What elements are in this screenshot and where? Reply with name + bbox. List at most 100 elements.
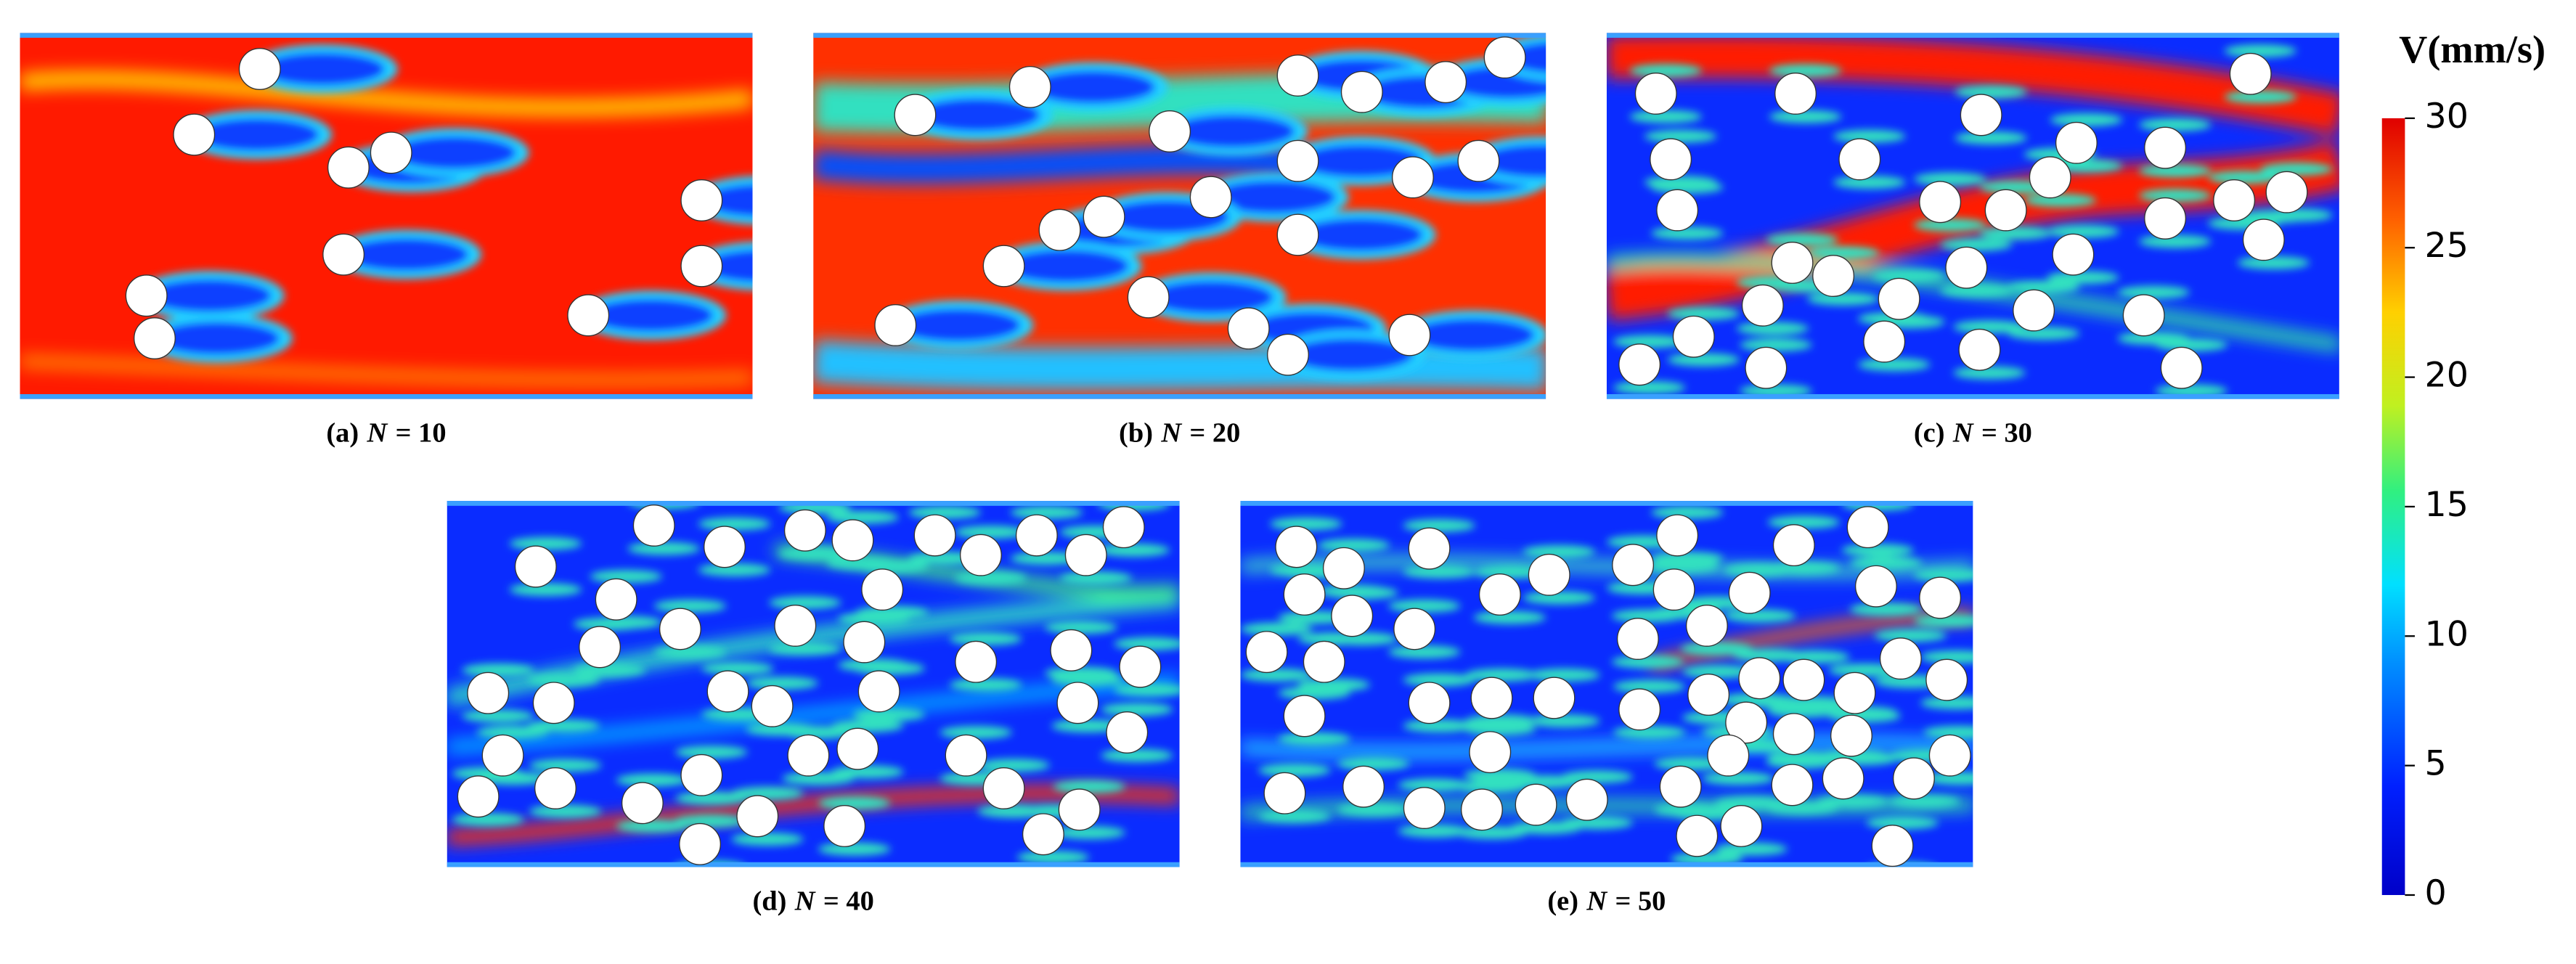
- wake-edge: [1388, 599, 1461, 613]
- obstacle: [1774, 72, 1817, 115]
- wake-edge: [1523, 591, 1596, 605]
- wake-edge: [746, 677, 818, 690]
- flow-panel: [447, 501, 1180, 867]
- obstacle: [514, 545, 557, 588]
- wake-edge: [2237, 256, 2310, 270]
- streak: [813, 144, 1308, 184]
- wake-edge: [2260, 162, 2333, 176]
- flow-panel: [1240, 501, 1973, 867]
- obstacle: [532, 682, 575, 724]
- obstacle: [1854, 565, 1897, 608]
- wake-edge: [1858, 358, 1931, 372]
- obstacle: [1618, 688, 1661, 731]
- wake-edge: [2237, 210, 2310, 224]
- wake-edge: [1016, 850, 1090, 864]
- wake-edge: [1680, 642, 1753, 655]
- obstacle: [1322, 547, 1365, 589]
- wake-edge: [1114, 637, 1180, 650]
- streaks: [20, 71, 753, 387]
- obstacle: [1612, 544, 1655, 587]
- obstacle: [1460, 788, 1503, 831]
- wake-edge: [1010, 505, 1083, 519]
- wake-edge: [1723, 563, 1796, 577]
- wake-edge: [1979, 226, 2052, 240]
- wake-edge: [954, 571, 1027, 585]
- wake-edge: [778, 547, 852, 560]
- caption-symbol: N: [794, 886, 816, 916]
- wake: [1288, 338, 1413, 372]
- obstacle: [1707, 734, 1750, 777]
- wake-edge: [1629, 64, 1703, 78]
- obstacle: [1119, 645, 1162, 688]
- caption-equals: = 50: [1615, 886, 1666, 916]
- wake-edge: [1337, 803, 1410, 817]
- wake-edge: [1913, 218, 1986, 232]
- obstacle: [1812, 255, 1855, 298]
- wake-edge: [698, 563, 771, 577]
- wake-edge: [731, 786, 804, 800]
- obstacle: [1879, 637, 1922, 680]
- caption-label: (d): [753, 886, 787, 916]
- caption-equals: = 30: [1981, 418, 2032, 449]
- obstacle: [1533, 677, 1576, 719]
- panel-caption: (b) N = 20: [1119, 418, 1240, 449]
- wake-edge: [1611, 609, 1684, 623]
- obstacle: [1672, 315, 1715, 358]
- obstacle: [2013, 289, 2055, 332]
- obstacle: [173, 113, 216, 156]
- wake-edge: [1767, 704, 1841, 718]
- wake-edge: [2007, 280, 2080, 294]
- wall: [813, 33, 1546, 38]
- obstacle: [736, 795, 779, 838]
- wake-edge: [1528, 668, 1600, 682]
- obstacle: [1676, 814, 1719, 857]
- wake-edge: [856, 560, 929, 573]
- wake-edge: [1629, 110, 1703, 123]
- obstacle: [751, 685, 794, 727]
- wake-edge: [1644, 129, 1717, 143]
- caption-equals: = 20: [1189, 418, 1240, 449]
- wake-edge: [831, 719, 904, 733]
- wake-edge: [1923, 725, 1973, 740]
- wake-edge: [954, 525, 1027, 539]
- obstacle: [621, 782, 664, 825]
- obstacle: [1470, 677, 1513, 719]
- obstacle: [1919, 576, 1962, 619]
- wake-edge: [1766, 233, 1838, 247]
- wake-edge: [1473, 610, 1546, 624]
- wake-edge: [527, 673, 600, 687]
- wake-edge: [949, 678, 1022, 692]
- wake-edge: [1398, 824, 1471, 838]
- wake-edge: [1455, 825, 1528, 840]
- obstacle: [1469, 731, 1512, 774]
- wake-edge: [452, 812, 525, 826]
- wake-edge: [1923, 772, 1973, 785]
- wake-edge: [1101, 703, 1173, 716]
- wakes: [133, 44, 753, 363]
- wake-edge: [1270, 517, 1342, 531]
- obstacle: [1958, 328, 2001, 371]
- caption-symbol: N: [1952, 418, 1974, 449]
- obstacle: [1782, 658, 1825, 701]
- wake-edge: [2138, 118, 2212, 131]
- colorbar-tick-label: 30: [2425, 97, 2469, 136]
- streak: [447, 591, 1180, 706]
- obstacle: [1008, 65, 1051, 108]
- wake-edge: [1955, 85, 2028, 99]
- obstacle: [1863, 320, 1906, 363]
- wake-edge: [949, 632, 1022, 646]
- wake: [259, 52, 385, 86]
- obstacle: [1728, 571, 1771, 614]
- wake-edge: [1455, 780, 1528, 793]
- obstacle: [1227, 307, 1270, 350]
- wake-edge: [1010, 552, 1083, 565]
- wake-edge: [852, 661, 926, 675]
- colorbar: [2381, 118, 2405, 895]
- wake-edge: [1920, 650, 1973, 663]
- field: [20, 33, 753, 399]
- wall: [813, 393, 1546, 399]
- obstacle: [894, 94, 937, 136]
- obstacle: [1822, 757, 1864, 800]
- obstacle: [1515, 783, 1557, 826]
